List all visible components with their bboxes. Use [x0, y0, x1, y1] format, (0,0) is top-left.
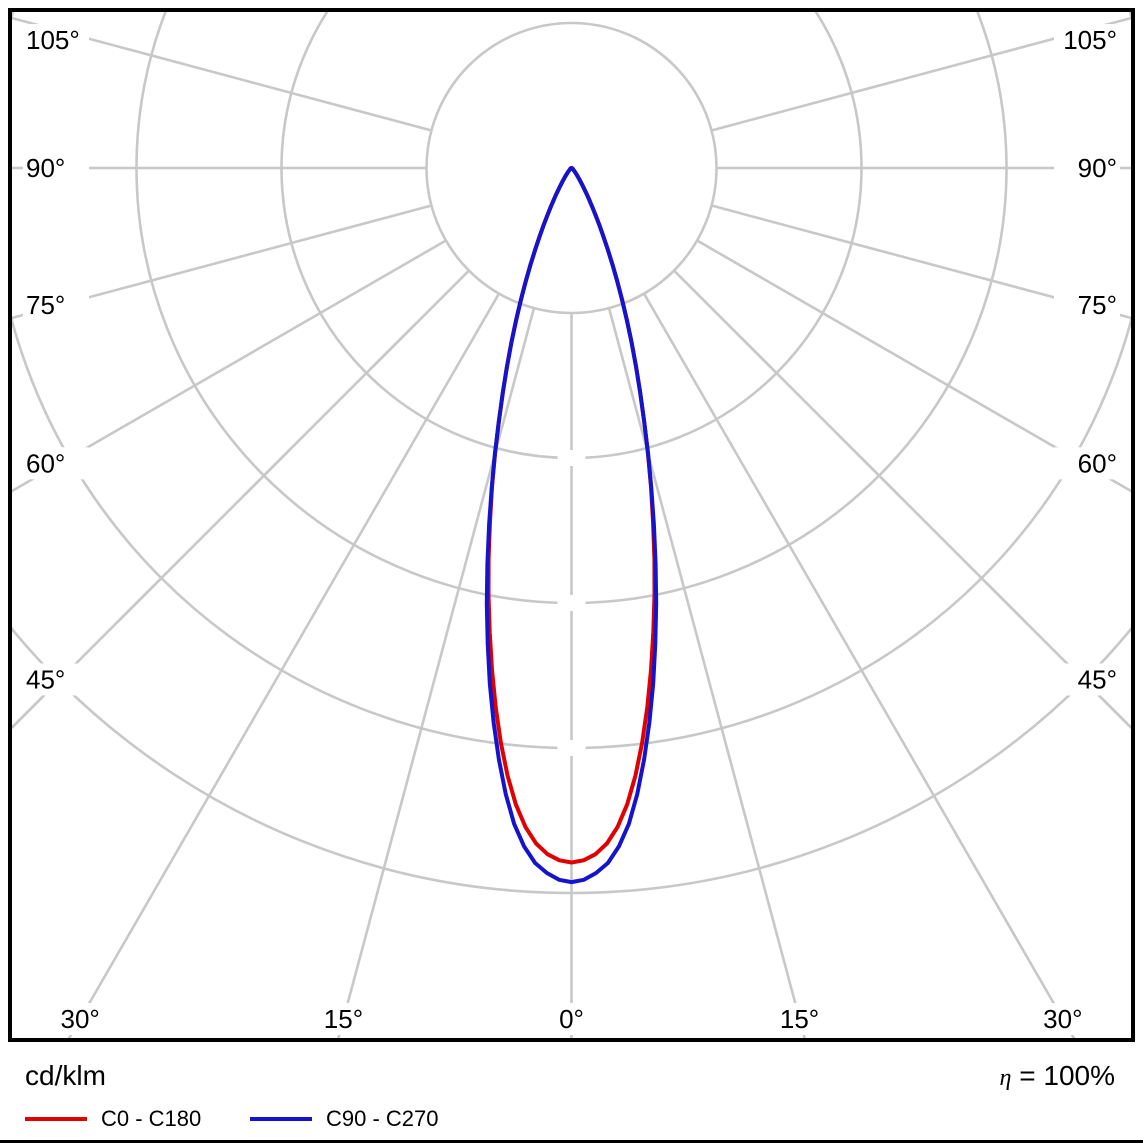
plot-border	[8, 8, 1135, 1042]
grid-radial-line	[642, 292, 1076, 1038]
legend-label-c0: C0 - C180	[101, 1106, 202, 1131]
legend-item-c0-c180: C0 - C180	[25, 1102, 201, 1136]
angle-label: 75°	[26, 290, 65, 320]
ring-tick-blank	[557, 450, 586, 466]
grid-radial-line	[337, 307, 536, 1038]
angle-label-bg	[23, 24, 89, 56]
eta-equals: =	[1019, 1060, 1036, 1091]
angle-label: 15°	[324, 1004, 363, 1034]
unit-label: cd/klm	[25, 1060, 106, 1091]
ring-tick-blank	[557, 595, 586, 611]
legend-label-c90: C90 - C270	[326, 1106, 439, 1131]
legend-item-c90-c270: C90 - C270	[250, 1102, 439, 1136]
angle-label: 60°	[1078, 448, 1117, 478]
angle-label: 90°	[26, 153, 65, 183]
angle-label: 30°	[61, 1004, 100, 1034]
ring-tick-blank	[557, 740, 586, 756]
angle-label: 45°	[1078, 665, 1117, 695]
angle-label: 75°	[1078, 290, 1117, 320]
grid-radial-line	[12, 239, 447, 493]
grid-radial-line	[12, 16, 432, 132]
angle-label: 45°	[26, 665, 65, 695]
grid-radial-line	[711, 16, 1131, 132]
angle-label-bg	[1029, 1003, 1096, 1035]
angle-label: 15°	[780, 1004, 819, 1034]
angle-label-bg	[766, 1003, 833, 1035]
grid-radial-line	[711, 204, 1131, 320]
angle-label: 105°	[1063, 25, 1117, 55]
angle-label: 30°	[1043, 1004, 1082, 1034]
grid-radial-line	[673, 269, 1131, 730]
efficiency-label: η = 100%	[1000, 1060, 1115, 1092]
angle-label-bg	[1054, 152, 1120, 184]
angle-label-bg	[1054, 289, 1120, 322]
grid-radial-line	[696, 239, 1131, 493]
angle-label: 90°	[1078, 153, 1117, 183]
eta-symbol: η	[999, 1065, 1012, 1091]
angle-label-bg	[23, 663, 89, 696]
angle-label: 0°	[559, 1004, 584, 1034]
angle-label-bg	[1054, 447, 1120, 480]
polar-chart-svg: 0° 15° 15° 30° 30° 45° 45° 60° 60° 75° 75° 90° 90° 10…	[8, 8, 1135, 1042]
grid-radial-line	[67, 292, 501, 1038]
angle-label-bg	[47, 1003, 114, 1035]
angle-label-bg	[310, 1003, 377, 1035]
grid-radial-line	[607, 307, 806, 1038]
legend-line-sample-c0	[25, 1117, 87, 1121]
angle-label-bg	[23, 447, 89, 480]
curve-c90-c270	[484, 166, 659, 885]
grid-radial-line	[12, 204, 432, 320]
eta-value: 100%	[1043, 1060, 1115, 1091]
chart-footer: cd/klm η = 100% C0 - C180 C90 - C270	[0, 1042, 1143, 1143]
angle-label-bg	[1054, 663, 1120, 696]
legend-line-sample-c90	[250, 1117, 312, 1121]
angle-label: 60°	[26, 448, 65, 478]
angle-label: 105°	[26, 25, 80, 55]
grid-radial-line	[12, 269, 470, 730]
angle-label-bg	[538, 1003, 605, 1035]
angle-label-bg	[23, 152, 89, 184]
angle-label-bg	[23, 289, 89, 322]
angle-label-bg	[1054, 24, 1120, 56]
